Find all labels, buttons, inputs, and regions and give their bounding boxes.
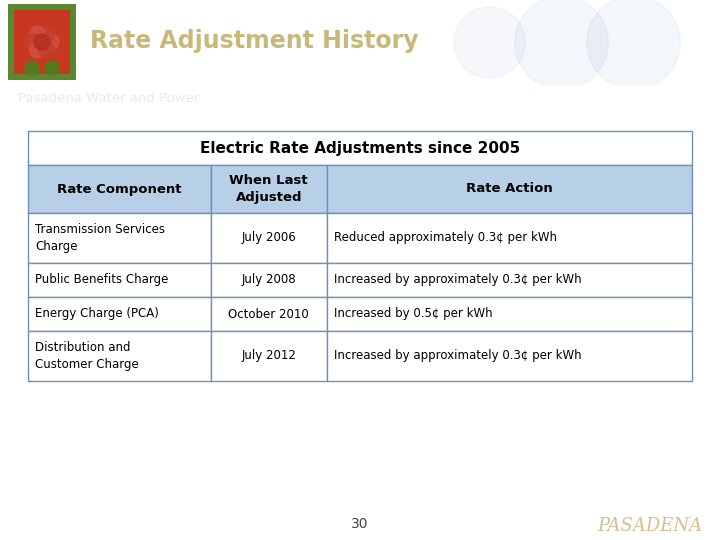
Bar [211, 165, 327, 213]
Circle shape [515, 0, 608, 89]
Circle shape [30, 42, 45, 58]
Circle shape [25, 61, 39, 75]
Text: Energy Charge (PCA): Energy Charge (PCA) [35, 307, 159, 321]
Bar [28, 263, 211, 297]
Bar [28, 297, 211, 331]
Text: Reduced approximately 0.3¢ per kWh: Reduced approximately 0.3¢ per kWh [334, 232, 557, 245]
Bar [211, 263, 327, 297]
Bar [327, 165, 692, 213]
Text: When Last
Adjusted: When Last Adjusted [230, 174, 308, 204]
Bar [8, 4, 76, 80]
Text: Public Benefits Charge: Public Benefits Charge [35, 273, 168, 287]
Circle shape [43, 34, 59, 50]
Circle shape [587, 0, 680, 89]
Text: PASADENA: PASADENA [597, 517, 702, 535]
Bar [327, 263, 692, 297]
Circle shape [30, 26, 45, 42]
Bar [28, 213, 211, 263]
Bar [327, 331, 692, 381]
Text: Rate Adjustment History: Rate Adjustment History [90, 29, 418, 53]
Bar [28, 131, 692, 165]
Circle shape [38, 42, 55, 58]
Text: 30: 30 [351, 517, 369, 531]
Circle shape [454, 7, 526, 78]
Circle shape [38, 26, 55, 42]
Text: Electric Rate Adjustments since 2005: Electric Rate Adjustments since 2005 [200, 140, 520, 156]
Text: Increased by approximately 0.3¢ per kWh: Increased by approximately 0.3¢ per kWh [334, 349, 582, 362]
Bar [327, 213, 692, 263]
Bar [28, 165, 211, 213]
Text: Rate Component: Rate Component [57, 183, 181, 195]
Circle shape [34, 34, 50, 50]
Text: Increased by 0.5¢ per kWh: Increased by 0.5¢ per kWh [334, 307, 492, 321]
Bar [14, 10, 70, 74]
Text: Pasadena Water and Power: Pasadena Water and Power [18, 92, 199, 105]
Bar [211, 297, 327, 331]
Text: Transmission Services
Charge: Transmission Services Charge [35, 223, 165, 253]
Circle shape [45, 61, 59, 75]
Text: Increased by approximately 0.3¢ per kWh: Increased by approximately 0.3¢ per kWh [334, 273, 582, 287]
Text: Rate Action: Rate Action [466, 183, 553, 195]
Text: Distribution and
Customer Charge: Distribution and Customer Charge [35, 341, 139, 371]
Text: October 2010: October 2010 [228, 307, 309, 321]
Bar [211, 213, 327, 263]
Text: July 2012: July 2012 [241, 349, 296, 362]
Circle shape [25, 34, 41, 50]
Bar [211, 331, 327, 381]
Bar [327, 297, 692, 331]
Text: July 2008: July 2008 [241, 273, 296, 287]
Text: July 2006: July 2006 [241, 232, 296, 245]
Bar [28, 331, 211, 381]
